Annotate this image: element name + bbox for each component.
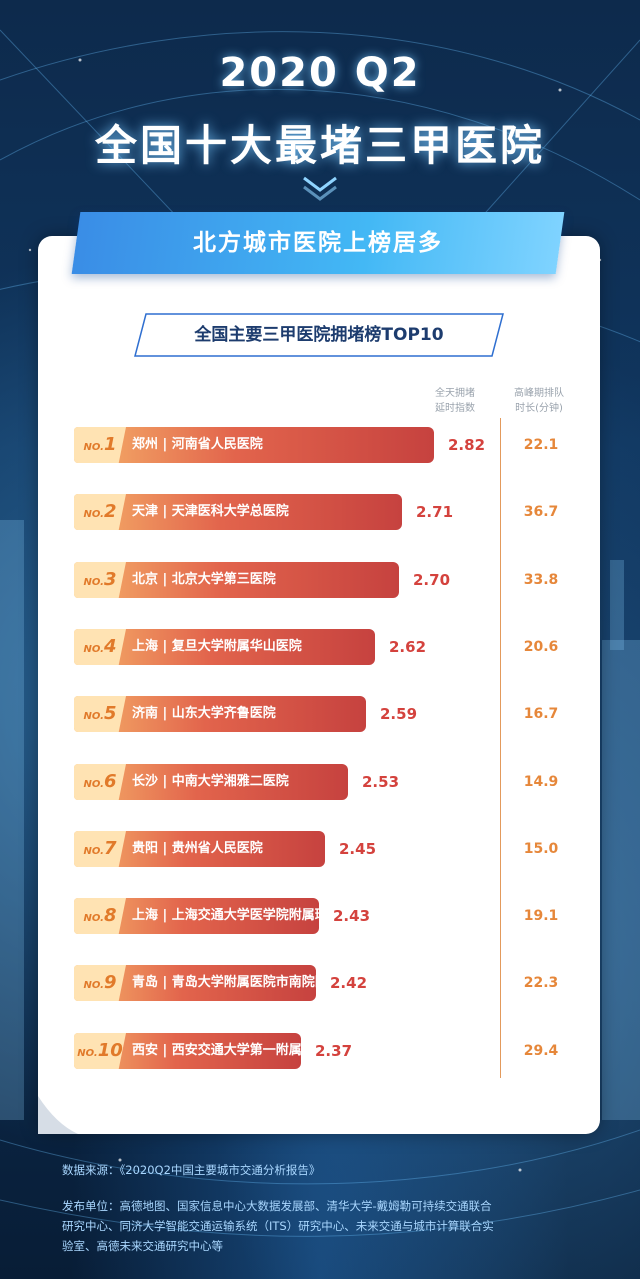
rank-badge: NO.6: [74, 764, 126, 800]
wait-value: 20.6: [523, 639, 559, 655]
wait-value: 36.7: [523, 504, 559, 520]
rank-badge: NO.4: [74, 629, 126, 665]
wait-value: 29.4: [523, 1043, 559, 1059]
index-bar: [74, 427, 434, 463]
hospital-label: 青岛 | 青岛大学附属医院市南院区: [132, 975, 328, 990]
hospital-label: 郑州 | 河南省人民医院: [132, 437, 263, 452]
index-value: 2.37: [315, 1042, 353, 1060]
rank-badge: NO.1: [74, 427, 126, 463]
wait-value: 14.9: [523, 774, 559, 790]
publisher-line-3: 验室、高德未来交通研究中心等: [62, 1239, 223, 1253]
chevron-down-icon: [303, 176, 337, 201]
wait-value: 22.1: [523, 437, 559, 453]
wait-value: 19.1: [523, 908, 559, 924]
ranking-row: NO.6 长沙 | 中南大学湘雅二医院 2.53 14.9: [74, 764, 594, 800]
hospital-label: 上海 | 复旦大学附属华山医院: [132, 639, 302, 654]
col-header-index: 全天拥堵 延时指数: [420, 386, 490, 416]
index-value: 2.53: [362, 773, 400, 791]
index-value: 2.45: [339, 840, 377, 858]
ranking-row: NO.7 贵阳 | 贵州省人民医院 2.45 15.0: [74, 831, 594, 867]
title-year: 2020 Q2: [219, 50, 421, 96]
col-header-index-line1: 全天拥堵: [435, 388, 475, 399]
ranking-row: NO.3 北京 | 北京大学第三医院 2.70 33.8: [74, 562, 594, 598]
hospital-label: 北京 | 北京大学第三医院: [132, 572, 276, 587]
ranking-row: NO.2 天津 | 天津医科大学总医院 2.71 36.7: [74, 494, 594, 530]
index-value: 2.59: [380, 705, 418, 723]
subtitle-frame: [134, 313, 504, 357]
index-value: 2.62: [389, 638, 427, 656]
rank-badge: NO.3: [74, 562, 126, 598]
col-header-index-line2: 延时指数: [435, 403, 475, 414]
wait-value: 15.0: [523, 841, 559, 857]
publisher-line-1: 发布单位：高德地图、国家信息中心大数据发展部、清华大学-戴姆勒可持续交通联合: [62, 1199, 492, 1213]
index-value: 2.43: [333, 907, 371, 925]
ranking-row: NO.9 青岛 | 青岛大学附属医院市南院区 2.42 22.3: [74, 965, 594, 1001]
col-header-wait: 高峰期排队 时长(分钟): [504, 386, 574, 416]
rank-badge: NO.8: [74, 898, 126, 934]
rank-badge: NO.9: [74, 965, 126, 1001]
index-value: 2.82: [448, 436, 486, 454]
index-bar: [74, 562, 399, 598]
col-header-wait-line2: 时长(分钟): [515, 403, 563, 414]
index-bar: [74, 494, 402, 530]
rank-badge: NO.2: [74, 494, 126, 530]
ranking-row: NO.10 西安 | 西安交通大学第一附属医院 2.37 29.4: [74, 1033, 594, 1069]
wait-value: 33.8: [523, 572, 559, 588]
publisher-line-2: 研究中心、同济大学智能交通运输系统（ITS）研究中心、未来交通与城市计算联合实: [62, 1219, 494, 1233]
page-title: 全国十大最堵三甲医院: [94, 121, 545, 170]
chart-title: 全国主要三甲医院拥堵榜TOP10: [194, 325, 444, 345]
hospital-label: 济南 | 山东大学齐鲁医院: [132, 706, 276, 721]
hospital-label: 贵阳 | 贵州省人民医院: [132, 841, 263, 856]
column-divider: [500, 418, 501, 1078]
index-value: 2.71: [416, 503, 454, 521]
wait-value: 16.7: [523, 706, 559, 722]
hospital-label: 上海 | 上海交通大学医学院附属瑞金医院: [132, 908, 367, 923]
wait-value: 22.3: [523, 975, 559, 991]
col-header-wait-line1: 高峰期排队: [514, 388, 564, 399]
hospital-label: 长沙 | 中南大学湘雅二医院: [132, 774, 289, 789]
hospital-label: 天津 | 天津医科大学总医院: [132, 504, 289, 519]
index-value: 2.42: [330, 974, 368, 992]
ranking-row: NO.1 郑州 | 河南省人民医院 2.82 22.1: [74, 427, 594, 463]
rank-badge: NO.5: [74, 696, 126, 732]
index-value: 2.70: [413, 571, 451, 589]
page-curl-decoration: [38, 1096, 78, 1134]
rank-badge: NO.7: [74, 831, 126, 867]
banner-text: 北方城市医院上榜居多: [193, 230, 443, 256]
data-source: 数据来源：《2020Q2中国主要城市交通分析报告》: [62, 1163, 321, 1177]
ranking-row: NO.5 济南 | 山东大学齐鲁医院 2.59 16.7: [74, 696, 594, 732]
rank-badge: NO.10: [74, 1033, 126, 1069]
hospital-label: 西安 | 西安交通大学第一附属医院: [132, 1043, 328, 1058]
ranking-row: NO.4 上海 | 复旦大学附属华山医院 2.62 20.6: [74, 629, 594, 665]
ranking-row: NO.8 上海 | 上海交通大学医学院附属瑞金医院 2.43 19.1: [74, 898, 594, 934]
chart-subtitle-box: 全国主要三甲医院拥堵榜TOP10: [134, 313, 504, 357]
